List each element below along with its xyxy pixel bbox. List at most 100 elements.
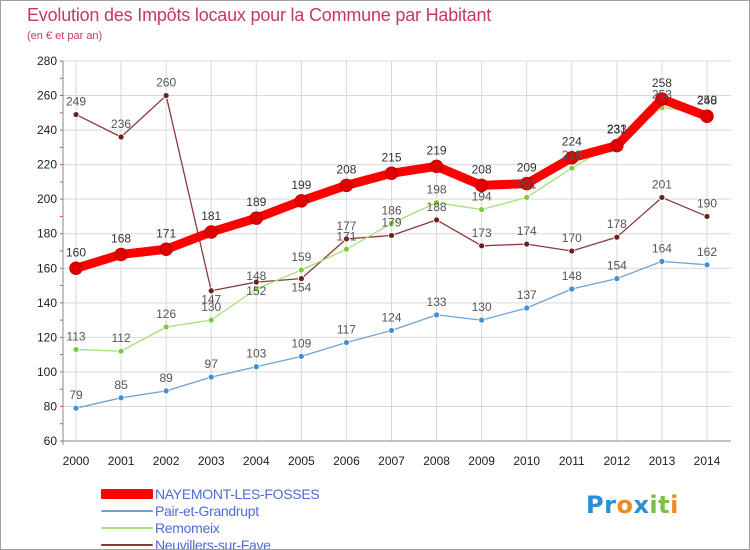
data-label: 186	[381, 203, 401, 217]
y-tick-label: 60	[44, 434, 58, 448]
chart-title: Evolution des Impôts locaux pour la Comm…	[27, 5, 492, 25]
data-label: 199	[291, 178, 311, 192]
logo-letter: t	[658, 491, 671, 519]
data-label: 250	[697, 93, 717, 107]
y-tick-label: 240	[37, 123, 57, 137]
plot-area	[63, 61, 731, 441]
data-label: 109	[291, 336, 311, 350]
data-point	[388, 219, 395, 227]
data-label: 194	[472, 190, 492, 204]
y-tick-label: 160	[37, 261, 57, 275]
data-point	[204, 225, 218, 239]
data-point	[69, 261, 83, 276]
data-point	[252, 285, 260, 293]
data-point	[433, 311, 440, 319]
logo-letter: i	[649, 491, 659, 519]
data-label: 148	[562, 269, 582, 283]
data-label: 177	[336, 219, 356, 233]
x-tick-label: 2009	[468, 454, 495, 468]
data-label: 208	[336, 162, 356, 176]
legend-label: Remomeix	[155, 519, 220, 536]
y-tick-label: 120	[37, 330, 57, 344]
legend-item: NAYEMONT-LES-FOSSES	[101, 485, 320, 502]
data-point	[568, 164, 576, 172]
x-tick-label: 2005	[288, 454, 315, 468]
legend-label: Neuvillers-sur-Fave	[155, 536, 271, 550]
data-label: 178	[607, 217, 627, 231]
data-point	[568, 247, 576, 255]
data-point	[294, 194, 309, 208]
data-point	[343, 235, 350, 243]
data-point	[117, 347, 125, 355]
data-label: 154	[291, 281, 311, 295]
y-tick-label: 260	[37, 89, 57, 103]
x-tick-label: 2006	[333, 454, 360, 468]
data-label: 171	[336, 229, 356, 243]
data-point	[252, 278, 260, 286]
data-label: 89	[159, 371, 173, 385]
logo-letter: P	[586, 491, 605, 519]
data-point	[117, 394, 125, 402]
data-label: 133	[427, 295, 447, 309]
data-label: 113	[66, 329, 85, 343]
x-tick-label: 2012	[604, 454, 631, 468]
data-label: 130	[201, 300, 221, 314]
data-label: 97	[205, 357, 219, 371]
legend-swatch	[101, 543, 153, 546]
data-label: 190	[697, 196, 717, 210]
legend-item: Neuvillers-sur-Fave	[101, 536, 319, 550]
data-label: 171	[156, 226, 176, 240]
data-label: 218	[562, 148, 582, 162]
data-label: 231	[607, 123, 627, 137]
data-point	[207, 373, 215, 381]
x-tick-label: 2002	[153, 454, 180, 468]
data-point	[703, 213, 711, 220]
logo-letter: i	[670, 491, 679, 519]
x-tick-label: 2003	[198, 454, 225, 468]
data-label: 224	[562, 135, 582, 149]
data-label: 130	[472, 300, 492, 314]
legend-swatch	[101, 488, 153, 499]
x-tick-label: 2008	[423, 454, 450, 468]
data-point	[478, 316, 486, 324]
data-point	[388, 232, 395, 239]
data-point	[655, 92, 669, 106]
x-tick-label: 2011	[559, 454, 585, 468]
data-point	[523, 240, 531, 248]
data-point	[249, 211, 264, 225]
data-point	[162, 323, 170, 331]
data-label: 103	[246, 347, 266, 361]
data-point	[72, 404, 80, 412]
data-label: 201	[517, 177, 537, 191]
data-point	[519, 176, 534, 191]
legend: NAYEMONT-LES-FOSSES Pair-et-Grandrupt Remo…	[101, 485, 320, 550]
data-label: 154	[607, 259, 627, 273]
data-label: 201	[652, 177, 672, 191]
data-point	[700, 109, 714, 124]
data-label: 219	[427, 143, 447, 157]
data-label: 124	[381, 310, 401, 324]
y-tick-label: 200	[37, 192, 57, 206]
data-label: 147	[201, 293, 221, 307]
data-point	[162, 387, 170, 395]
data-point	[523, 304, 531, 312]
data-label: 249	[66, 95, 86, 109]
data-point	[159, 242, 173, 257]
data-point	[343, 339, 350, 346]
data-point	[613, 275, 621, 283]
data-point	[72, 111, 80, 118]
legend-item: Remomeix	[101, 519, 319, 536]
legend-swatch	[101, 526, 153, 529]
data-label: 164	[652, 241, 672, 255]
data-label: 148	[246, 269, 266, 283]
data-label: 179	[381, 215, 401, 229]
data-point	[297, 266, 305, 274]
data-label: 162	[697, 245, 717, 259]
logo-letter: x	[633, 491, 650, 519]
data-label: 198	[427, 183, 447, 197]
data-label: 168	[111, 231, 131, 245]
x-tick-label: 2001	[108, 454, 135, 468]
data-point	[207, 316, 215, 324]
data-label: 174	[517, 224, 537, 238]
data-point	[568, 285, 576, 293]
